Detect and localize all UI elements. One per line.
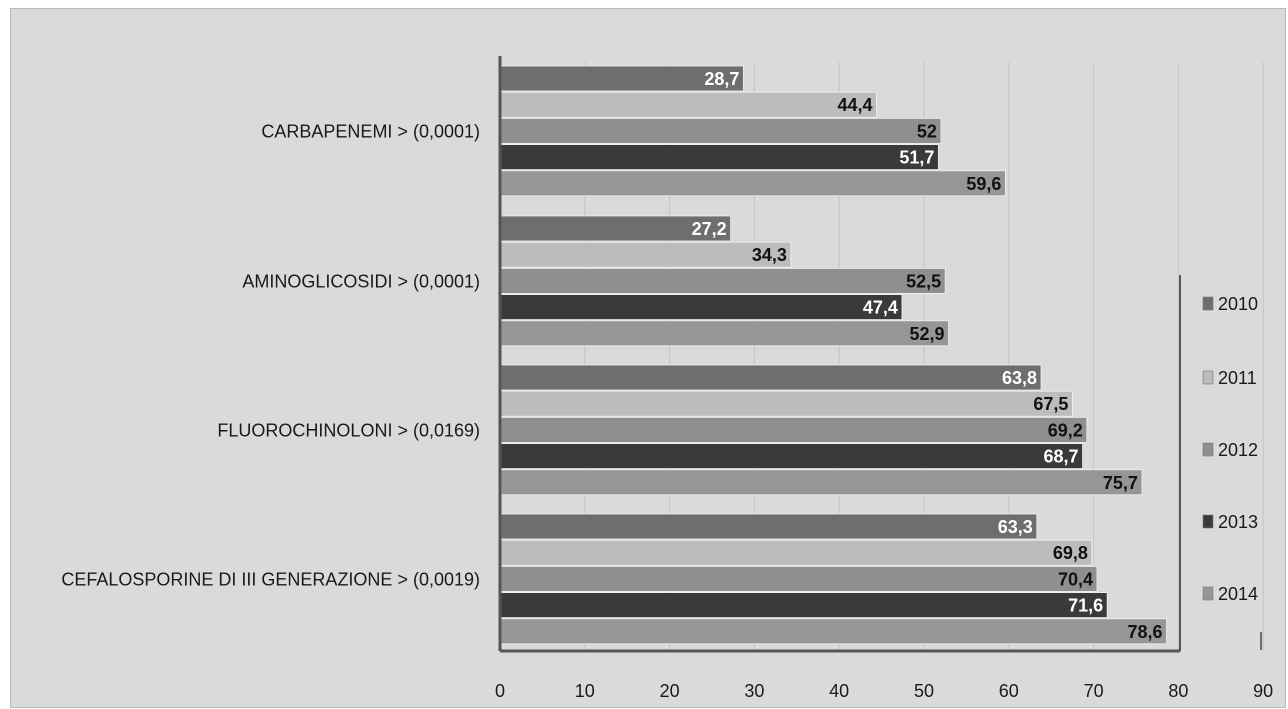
data-label: 63,3 [998,517,1033,537]
data-label: 69,2 [1048,420,1083,440]
legend-swatch [1202,586,1214,601]
bar [499,566,1098,592]
x-tick-label: 40 [829,681,849,701]
data-label: 28,7 [704,69,739,89]
data-label: 67,5 [1033,394,1068,414]
bar [499,364,1042,391]
legend-swatch [1202,296,1214,311]
category-label: AMINOGLICOSIDI > (0,0001) [242,272,480,292]
bar [499,469,1143,496]
x-tick-label: 10 [575,681,595,701]
bar [499,144,939,171]
bars: 28,7 27,2 63,8 63,3 44,4 34,3 67,5 69,8 52 52,5 69… [499,65,1167,645]
bar [499,443,1083,470]
data-label: 70,4 [1058,569,1093,589]
bar [499,539,1093,566]
data-label: 27,2 [692,219,727,239]
category-label: CEFALOSPORINE DI III GENERAZIONE > (0,00… [61,570,480,590]
bar [499,170,1006,197]
data-label: 34,3 [752,245,787,265]
x-tick-label: 0 [495,681,505,701]
category-label: FLUOROCHINOLONI > (0,0169) [217,421,480,441]
bar [499,215,732,242]
x-tick-label: 20 [660,681,680,701]
legend: 2010 2011 2012 2013 2014 [1202,294,1258,604]
data-label: 52,9 [910,324,945,344]
bar [499,416,1088,443]
bar [499,294,903,321]
legend-swatch [1202,514,1214,529]
legend-label: 2011 [1218,368,1257,388]
legend-label: 2012 [1218,440,1258,460]
bar [499,390,1073,417]
legend-label: 2014 [1218,584,1258,604]
legend-label: 2010 [1218,294,1258,314]
data-label: 68,7 [1044,447,1079,467]
data-label: 44,4 [837,95,872,115]
axes: 0 10 20 30 40 50 60 70 80 90 CARBAPENEMI > (0,0001… [61,56,1273,701]
x-tick-label: 90 [1253,681,1273,701]
data-label: 69,8 [1053,543,1088,563]
bar [499,320,949,347]
category-label: CARBAPENEMI > (0,0001) [261,122,480,142]
bar [499,513,1038,540]
x-tick-label: 50 [914,681,934,701]
bar [499,267,946,294]
data-label: 47,4 [863,298,898,318]
data-label: 71,6 [1068,596,1103,616]
bar [499,241,792,268]
x-tick-label: 60 [999,681,1019,701]
x-tick-label: 30 [744,681,764,701]
legend-swatch [1202,442,1214,457]
x-tick-label: 80 [1168,681,1188,701]
bar [499,118,942,144]
legend-swatch [1202,370,1214,385]
data-label: 63,8 [1002,368,1037,388]
data-label: 59,6 [966,174,1001,194]
data-label: 52,5 [906,271,941,291]
bar [499,91,877,118]
data-label: 51,7 [899,148,934,168]
data-label: 75,7 [1103,473,1138,493]
bar [499,618,1167,645]
data-label: 52 [917,121,937,141]
legend-label: 2013 [1218,512,1258,532]
bar [499,592,1108,618]
data-label: 78,6 [1127,622,1162,642]
x-tick-label: 70 [1084,681,1104,701]
